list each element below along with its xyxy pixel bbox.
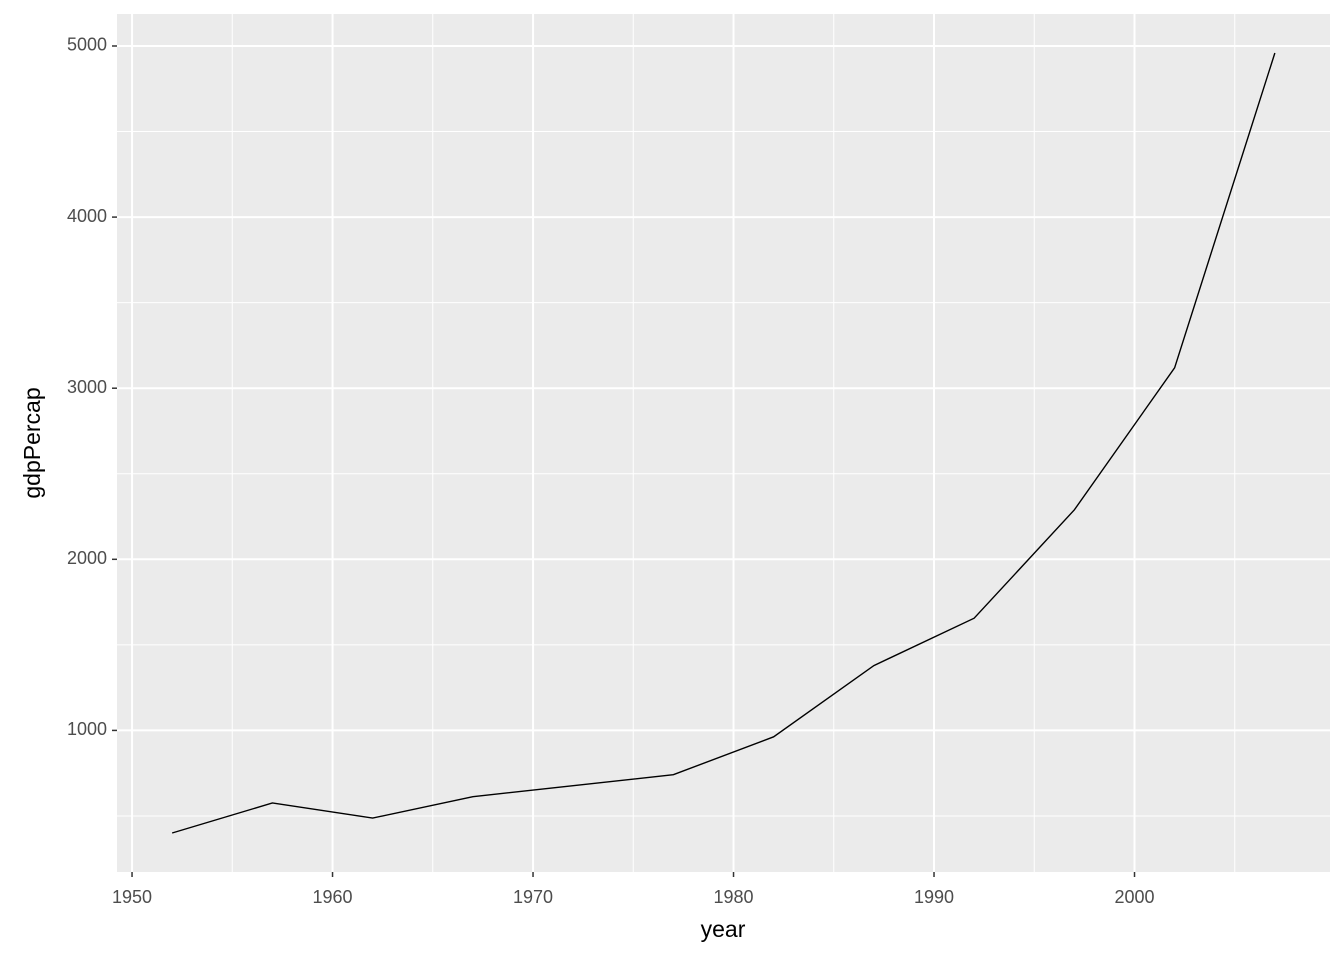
y-tick-label: 1000	[67, 719, 107, 739]
x-tick-label: 1970	[513, 887, 553, 907]
x-tick-label: 1990	[914, 887, 954, 907]
y-tick-label: 5000	[67, 35, 107, 55]
x-tick-label: 1980	[714, 887, 754, 907]
y-tick-label: 2000	[67, 548, 107, 568]
y-tick-label: 4000	[67, 206, 107, 226]
line	[171, 52, 1276, 834]
x-tick-label: 2000	[1114, 887, 1154, 907]
x-tick-label: 1960	[313, 887, 353, 907]
y-tick-label: 3000	[67, 377, 107, 397]
y-axis-title: gdpPercap	[19, 387, 45, 498]
x-axis-title: year	[701, 916, 746, 942]
panel	[117, 14, 1330, 872]
x-tick-label: 1950	[112, 887, 152, 907]
